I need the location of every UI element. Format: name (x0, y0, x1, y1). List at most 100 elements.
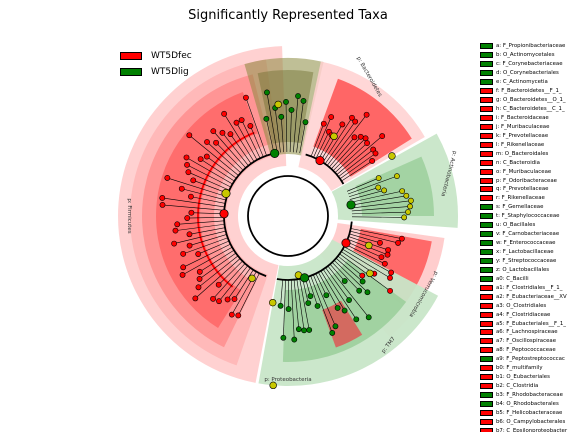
bacilli-leaf-node (302, 119, 309, 126)
key-label: k: F_Prevotellaceae (496, 132, 549, 139)
key-swatch (480, 400, 493, 407)
firmicutes-leaf-branch (230, 133, 252, 164)
key-item-a0: a0: C_Bacilli (480, 274, 576, 283)
bacilli-leaf-branch (296, 100, 304, 153)
key-label: e: C_Actinomycetia (496, 79, 548, 86)
key-label: l: F_Rikenellaceae (496, 141, 545, 148)
key-swatch (480, 347, 493, 354)
firmicutes-leaf-node (228, 311, 235, 318)
firmicutes-leaf-branch (238, 273, 260, 316)
key-label: u: O_Bacillales (496, 222, 536, 229)
firmicutes-leaf-node (183, 154, 190, 161)
actinobacteria-leaf-branch (347, 175, 398, 195)
key-label: c: F_Corynebacteriaceae (496, 61, 563, 68)
proteobacteria-leaf-branch (318, 272, 338, 309)
firmicutes-leaf-node (243, 94, 249, 101)
actinobacteria-leaf-node (394, 173, 400, 180)
firmicutes-leaf-node (213, 139, 219, 146)
bacteroidetes-leaf-branch (315, 131, 330, 159)
key-swatch (480, 329, 493, 336)
proteobacteria-leaf-node (341, 278, 348, 284)
actinobacteria-leaf-branch (351, 200, 411, 209)
verruco-leaf-node (385, 247, 391, 253)
firmicutes-leaf-branch (186, 157, 233, 185)
firmicutes-leaf-node (180, 264, 187, 271)
key-item-u: u: O_Bacillales (480, 221, 576, 230)
firmicutes-leaf-branch (200, 158, 235, 182)
firmicutes-leaf-node (164, 175, 171, 181)
key-label: h: C_Bacteroidetes__C_1_ (496, 106, 565, 113)
firmicutes-leaf-node (204, 139, 210, 145)
key-label: a9: F_Peptostreptococcac (496, 356, 565, 363)
bacteroidetes-leaf-branch (336, 135, 383, 175)
bacilli-leaf-node (283, 98, 289, 105)
key-item-b1: b1: O_Eubacteriales (480, 373, 576, 382)
firmicutes-leaf-branch (199, 252, 237, 280)
bacilli-leaf-branch (293, 96, 299, 153)
bacilli-leaf-node (263, 115, 270, 122)
key-item-a4: a4: F_Clostridiaceae (480, 310, 576, 319)
firmicutes-leaf-node (231, 296, 238, 302)
root-circle (247, 175, 329, 257)
bacilli-leaf-node (295, 93, 301, 99)
proteobacteria-leaf-node (341, 307, 348, 314)
firmicutes-leaf-branch (215, 142, 244, 171)
key-label: a3: O_Clostridiales (496, 302, 547, 309)
legend-item-wt5dlig: WT5Dlig (120, 65, 192, 79)
actinobacteria-leaf-branch (351, 211, 409, 215)
key-label: f: F_Bacteroidetes__F_1_ (496, 88, 562, 95)
bacilli-leaf-branch (266, 92, 278, 153)
key-label: b2: C_Clostridia (496, 383, 539, 390)
key-swatch (480, 43, 493, 50)
firmicutes-leaf-branch (199, 249, 235, 273)
key-swatch (480, 177, 493, 184)
key-item-a5: a5: F_Eubacteriales__F_1_ (480, 319, 576, 328)
phylum-node-4 (341, 238, 351, 248)
proteobacteria-leaf-branch (296, 279, 305, 331)
clade-sector-bacteroidales (313, 78, 412, 177)
legend-swatch-wt5dlig (120, 68, 142, 76)
proteobacteria-leaf-node (280, 334, 287, 341)
proteobacteria-leaf-branch (323, 269, 357, 320)
firmicutes-leaf-branch (183, 237, 228, 255)
firmicutes-leaf-node (235, 312, 242, 319)
key-swatch (480, 284, 493, 291)
bacteroidetes-leaf-node (364, 140, 370, 146)
actinobacteria-leaf-branch (350, 190, 403, 203)
key-label: a: F_Propionibacteriaceae (496, 43, 566, 50)
firmicutes-leaf-node (171, 240, 178, 247)
key-item-z: z: O_Lactobacillales (480, 265, 576, 274)
key-swatch (480, 213, 493, 220)
firmicutes-leaf-node (216, 298, 222, 305)
firmicutes-leaf-branch (222, 132, 249, 166)
key-label: a8: F_Peptococcaceae (496, 347, 556, 354)
firmicutes-leaf-branch (234, 269, 254, 300)
verruco-leaf-node (395, 240, 401, 246)
verruco-leaf-branch (339, 253, 391, 292)
key-swatch (480, 88, 493, 95)
ns-node-4 (248, 274, 256, 283)
firmicutes-leaf-branch (213, 130, 246, 169)
key-label: a6: F_Lachnospiraceae (496, 329, 558, 336)
clade-label: p: Proteobacteria (264, 377, 311, 383)
key-label: a5: F_Eubacteriales__F_1_ (496, 320, 566, 327)
verruco-leaf-node (388, 269, 395, 276)
firmicutes-leaf-branch (162, 204, 225, 211)
key-swatch (480, 320, 493, 327)
key-item-v: v: F_Carnobacteriaceae (480, 230, 576, 239)
key-item-a3: a3: O_Clostridiales (480, 301, 576, 310)
key-label: v: F_Carnobacteriaceae (496, 231, 560, 238)
key-label: d: O_Corynebacteriales (496, 70, 559, 77)
firmicutes-leaf-branch (190, 196, 226, 204)
proteobacteria-leaf-branch (329, 264, 345, 282)
key-swatch (480, 392, 493, 399)
key-swatch (480, 195, 493, 202)
key-item-a: a: F_Propionibacteriaceae (480, 42, 576, 51)
bacteroidetes-leaf-branch (318, 134, 332, 160)
key-swatch (480, 374, 493, 381)
key-item-p: p: F_Odoribacteraceae (480, 176, 576, 185)
verruco-leaf-node (377, 239, 383, 246)
firmicutes-leaf-branch (227, 267, 251, 300)
bacteroidetes-leaf-node (328, 114, 335, 120)
ns-node-7 (274, 100, 282, 109)
